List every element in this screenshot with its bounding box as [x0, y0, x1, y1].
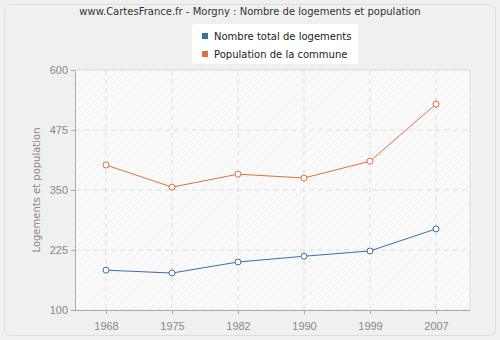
tick: 2007	[424, 310, 448, 332]
legend-label: Nombre total de logements	[214, 31, 351, 42]
legend-label: Population de la commune	[214, 49, 347, 60]
grid-line	[75, 310, 470, 311]
point	[301, 253, 307, 259]
tick-label: 2007	[424, 320, 448, 332]
title: www.CartesFrance.fr - Morgny : Nombre de…	[79, 6, 420, 17]
plot-frame	[75, 70, 470, 310]
frame	[5, 5, 496, 336]
tick-mark	[71, 70, 75, 71]
point	[433, 226, 439, 232]
grid-line	[238, 70, 239, 310]
tick-mark	[370, 310, 371, 314]
tick: 1982	[226, 310, 250, 332]
grid-line	[75, 250, 470, 251]
legend-swatch	[202, 51, 208, 57]
y-axis: 100 225 350 475 600	[50, 64, 76, 316]
tick-label: 350	[50, 184, 68, 196]
tick-mark	[71, 310, 75, 311]
series-line	[106, 104, 436, 187]
grid-line	[75, 130, 470, 131]
tick: 100	[50, 304, 75, 316]
grid	[75, 70, 470, 310]
tick-label: 1990	[292, 320, 316, 332]
point	[367, 248, 373, 254]
tick: 350	[50, 184, 75, 196]
tick-mark	[304, 310, 305, 314]
tick-label: 475	[50, 124, 68, 136]
tick-mark	[172, 310, 173, 314]
grid-line	[75, 190, 470, 191]
legend-swatch	[202, 33, 208, 39]
tick-mark	[106, 310, 107, 314]
x-axis: 1968 1975 1982 1990 1999 2007	[75, 310, 470, 332]
point	[301, 175, 307, 181]
tick-label: 1982	[226, 320, 250, 332]
legend: Nombre total de logements Population de l…	[192, 24, 358, 64]
axis-line	[75, 310, 470, 311]
tick-label: 100	[50, 304, 68, 316]
tick-label: 600	[50, 64, 68, 76]
point	[367, 158, 373, 164]
axis-line	[75, 71, 76, 311]
legend-box	[192, 24, 358, 64]
chart: 100 225 350 475 600 1968 1975 1982 1990 1999 2007 L…	[0, 0, 500, 340]
y-axis-title: Logements et population	[31, 127, 42, 252]
point	[169, 270, 175, 276]
tick: 475	[50, 124, 75, 136]
series-line	[106, 229, 436, 273]
point	[235, 259, 241, 265]
tick-mark	[71, 190, 75, 191]
plot-area	[75, 70, 470, 310]
point	[433, 101, 439, 107]
tick: 1990	[292, 310, 316, 332]
tick: 225	[50, 244, 75, 256]
tick-mark	[71, 130, 75, 131]
tick: 1999	[358, 310, 382, 332]
grid-line	[370, 70, 371, 310]
point	[103, 162, 109, 168]
grid-line	[106, 70, 107, 310]
tick: 600	[50, 64, 75, 76]
grid-line	[304, 70, 305, 310]
tick-mark	[71, 250, 75, 251]
tick-mark	[436, 310, 437, 314]
tick-mark	[238, 310, 239, 314]
point	[169, 184, 175, 190]
tick-label: 225	[50, 244, 68, 256]
series-group	[103, 101, 439, 276]
tick-label: 1968	[94, 320, 118, 332]
point	[103, 267, 109, 273]
tick: 1968	[94, 310, 118, 332]
point	[235, 171, 241, 177]
tick-label: 1999	[358, 320, 382, 332]
tick: 1975	[160, 310, 184, 332]
tick-label: 1975	[160, 320, 184, 332]
